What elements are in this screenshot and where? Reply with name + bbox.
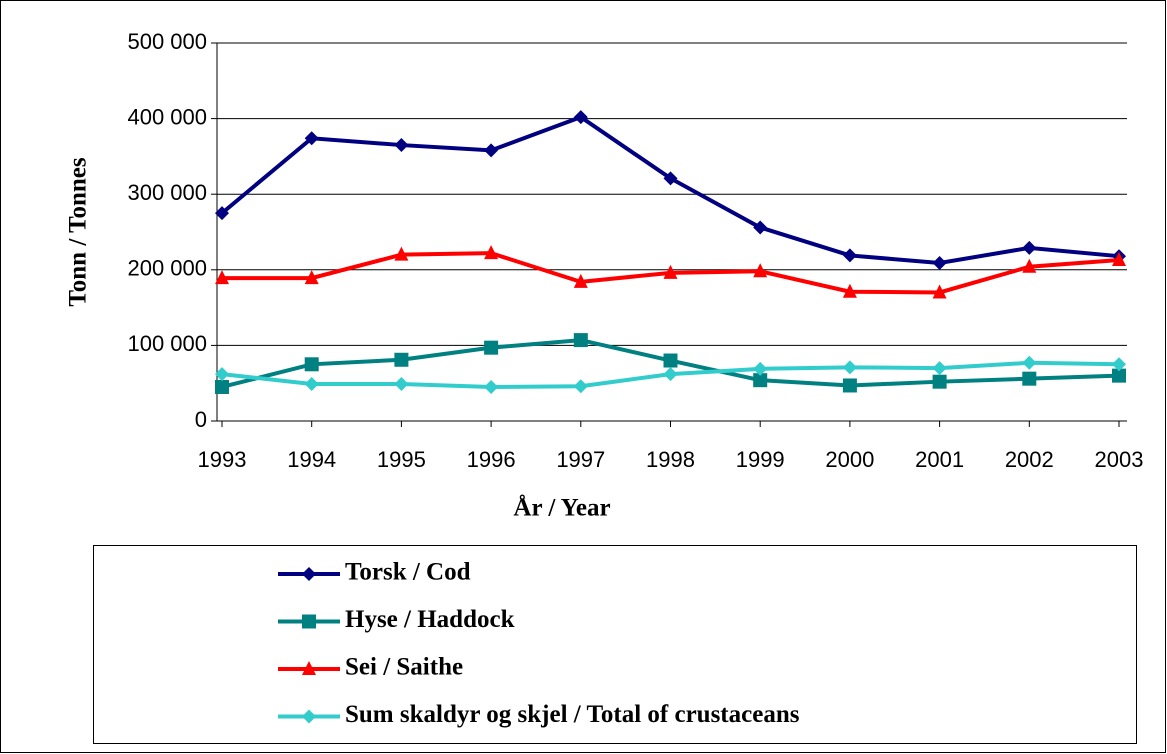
marker (663, 264, 678, 279)
marker (573, 273, 588, 288)
x-tick-label: 1995 (377, 447, 426, 472)
marker (1022, 258, 1037, 273)
x-tick-label: 1996 (467, 447, 516, 472)
marker (932, 374, 947, 389)
marker (663, 353, 678, 368)
marker (1112, 368, 1126, 383)
x-tick-label: 1998 (646, 447, 695, 472)
x-tick-label: 1993 (198, 447, 247, 472)
marker (753, 220, 768, 235)
x-tick-label: 1997 (556, 447, 605, 472)
marker (573, 110, 588, 125)
legend-label: Sum skaldyr og skjel / Total of crustace… (345, 701, 800, 728)
marker (842, 248, 857, 263)
y-tick-label: 400 000 (127, 104, 207, 129)
y-axis-title: Tonn / Tonnes (65, 157, 92, 306)
x-tick-label: 1994 (287, 447, 336, 472)
legend-box (93, 545, 1137, 744)
marker (394, 376, 409, 391)
marker (932, 255, 947, 270)
y-tick-label: 0 (195, 407, 207, 432)
marker (753, 361, 768, 376)
marker (753, 373, 768, 388)
marker (1022, 371, 1037, 386)
marker (304, 376, 319, 391)
legend-label: Sei / Saithe (345, 654, 463, 681)
marker (484, 379, 499, 394)
marker (842, 378, 857, 393)
y-tick-label: 200 000 (127, 256, 207, 281)
marker (753, 263, 768, 278)
marker (573, 379, 588, 394)
marker (573, 333, 588, 348)
x-tick-label: 1999 (736, 447, 785, 472)
marker (1112, 357, 1126, 372)
marker (1022, 355, 1037, 370)
marker (394, 246, 409, 261)
marker (215, 379, 229, 394)
marker (394, 352, 409, 367)
x-tick-label: 2003 (1095, 447, 1144, 472)
marker (215, 270, 229, 285)
y-tick-label: 500 000 (127, 29, 207, 54)
marker (215, 206, 229, 221)
marker (215, 367, 229, 382)
marker (302, 709, 316, 724)
x-axis-title: År / Year (513, 494, 610, 522)
marker (932, 361, 947, 376)
y-tick-label: 300 000 (127, 180, 207, 205)
marker (304, 357, 319, 372)
marker (302, 614, 316, 629)
marker (1022, 240, 1037, 255)
marker (842, 360, 857, 375)
marker (842, 283, 857, 298)
marker (302, 661, 316, 675)
marker (484, 340, 499, 355)
marker (1112, 251, 1126, 266)
legend-label: Hyse / Haddock (345, 606, 515, 633)
marker (484, 245, 499, 260)
marker (932, 284, 947, 299)
x-tick-label: 2000 (825, 447, 874, 472)
marker (484, 143, 499, 158)
y-tick-label: 100 000 (127, 331, 207, 356)
marker (304, 270, 319, 285)
marker (663, 367, 678, 382)
marker (304, 131, 319, 146)
legend-label: Torsk / Cod (345, 559, 471, 586)
x-tick-label: 2002 (1005, 447, 1054, 472)
x-tick-label: 2001 (915, 447, 964, 472)
marker (394, 138, 409, 153)
marker (663, 171, 678, 186)
marker (302, 567, 316, 581)
